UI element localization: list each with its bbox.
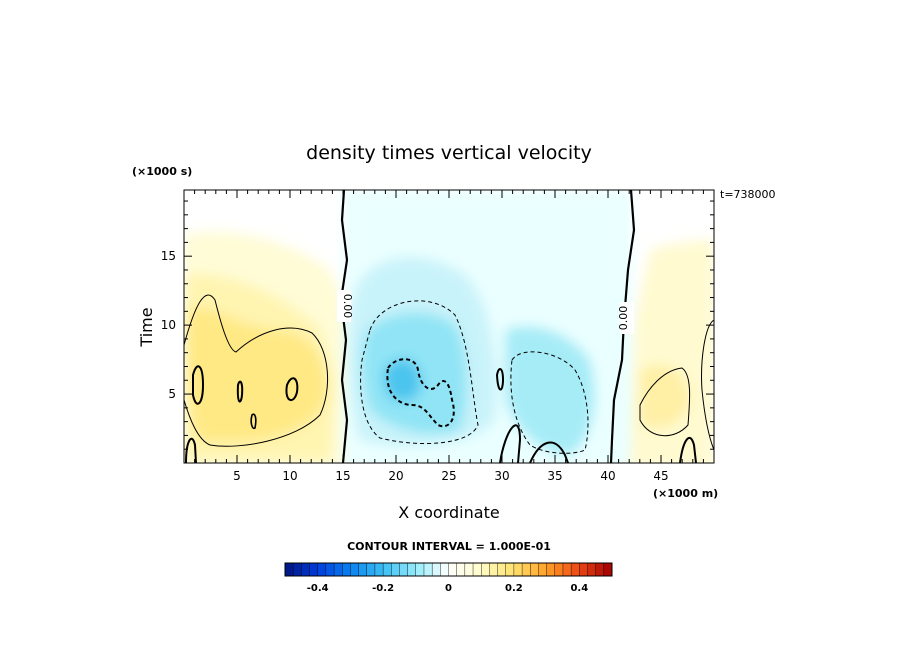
colorbar-cell <box>382 562 392 577</box>
bottom-contour-4 <box>679 437 697 463</box>
colorbar-cell <box>366 562 376 577</box>
colorbar-cell <box>530 562 539 577</box>
x-tick-label: 45 <box>653 469 668 483</box>
colorbar-cell <box>570 562 580 577</box>
colorbar-cell <box>317 562 327 577</box>
y-tick-label: 5 <box>168 387 176 401</box>
y-tick-label: 10 <box>161 318 176 332</box>
mid-negative-core <box>383 359 421 402</box>
colorbar-cell <box>554 562 564 577</box>
negative-contour-mid <box>360 300 479 445</box>
colorbar-cell <box>464 562 474 577</box>
colorbar-cell <box>456 562 466 577</box>
colorbar-tick-label: -0.4 <box>307 583 329 594</box>
colorbar-cell <box>562 562 572 577</box>
colorbar-cell <box>407 562 417 577</box>
colorbar-cell <box>342 562 351 577</box>
contour-label-2: 0.00 <box>617 306 630 331</box>
negative-contour-right <box>510 351 589 454</box>
contour-interval-label: CONTOUR INTERVAL = 1.000E-01 <box>347 540 551 553</box>
colorbar-cell <box>521 562 531 577</box>
contour-labels: 0.00 0.00 <box>337 290 634 334</box>
x-tick-label: 25 <box>441 469 456 483</box>
colorbar-cell <box>505 562 515 577</box>
colorbar-cell <box>325 562 335 577</box>
colorbar-tick-label: 0.4 <box>570 583 588 594</box>
colorbar-cell <box>358 562 368 577</box>
colorbar-cell <box>301 562 311 577</box>
chart-title: density times vertical velocity <box>306 142 592 164</box>
colorbar-cell <box>333 562 343 577</box>
colorbar-cell <box>489 562 499 577</box>
colorbar-tick-label: -0.2 <box>372 583 394 594</box>
colorbar-cell <box>309 562 319 577</box>
positive-closed-1 <box>192 365 205 405</box>
colorbar-cell <box>472 562 482 577</box>
colorbar-cell <box>284 562 294 577</box>
colorbar-cell <box>431 562 441 577</box>
colorbar-cell <box>497 562 507 577</box>
time-label: t=738000 <box>720 188 776 201</box>
colorbar-cell <box>513 562 523 577</box>
colorbar-cell <box>391 562 400 577</box>
field-shading <box>184 190 714 463</box>
colorbar-cell <box>448 562 458 577</box>
colorbar-cell <box>587 562 597 577</box>
y-unit-label: (×1000 s) <box>132 165 192 178</box>
right-positive-core <box>640 365 690 429</box>
colorbar-cell <box>595 562 605 577</box>
x-tick-label: 35 <box>547 469 562 483</box>
positive-closed-2 <box>236 380 244 403</box>
colorbar-cell <box>399 562 409 577</box>
y-ticks: 5 10 15 <box>161 200 714 450</box>
colorbar-frame <box>284 562 613 577</box>
contour-label-1: 0.00 <box>341 294 354 319</box>
colorbar-tick-label: 0 <box>445 583 452 594</box>
colorbar-cell <box>546 562 556 577</box>
mid-closed-contour <box>495 368 505 391</box>
colorbar-cell <box>579 562 588 577</box>
colorbar-cell <box>350 562 360 577</box>
x-axis-label: X coordinate <box>398 503 499 522</box>
x-tick-label: 30 <box>494 469 509 483</box>
x-ticks: 5 10 15 20 25 30 35 40 45 <box>194 190 704 483</box>
x-tick-label: 5 <box>233 469 241 483</box>
colorbar <box>284 562 613 577</box>
colorbar-cell <box>292 562 302 577</box>
y-tick-label: 15 <box>161 249 176 263</box>
y-axis-label: Time <box>137 307 156 347</box>
right-negative-outer <box>505 326 595 455</box>
positive-closed-3 <box>285 377 299 401</box>
bottom-contour-2 <box>499 424 522 463</box>
bottom-contour-3 <box>529 441 569 463</box>
negative-contour-mid-strong <box>386 358 455 428</box>
bottom-contour-1 <box>185 437 197 463</box>
colorbar-cell <box>374 562 384 577</box>
plot-area: 0.00 0.00 <box>184 190 714 463</box>
left-positive-core <box>186 307 326 442</box>
colorbar-cell <box>603 562 613 577</box>
colorbar-cell <box>538 562 548 577</box>
colorbar-cell <box>481 562 490 577</box>
positive-contour-right <box>639 367 691 437</box>
colorbar-cell <box>440 562 450 577</box>
positive-closed-4 <box>250 413 257 430</box>
x-tick-label: 40 <box>600 469 615 483</box>
positive-contour-left <box>184 294 329 447</box>
x-tick-label: 10 <box>282 469 297 483</box>
x-unit-label: (×1000 m) <box>653 487 718 500</box>
x-tick-label: 20 <box>388 469 403 483</box>
colorbar-cell <box>423 562 433 577</box>
colorbar-tick-label: 0.2 <box>505 583 523 594</box>
zero-contour-right <box>609 190 636 463</box>
colorbar-cell <box>415 562 425 577</box>
positive-contour-right-edge <box>701 319 714 451</box>
colorbar-ticks: -0.4 -0.2 0 0.2 0.4 <box>307 583 588 594</box>
x-tick-label: 15 <box>335 469 350 483</box>
